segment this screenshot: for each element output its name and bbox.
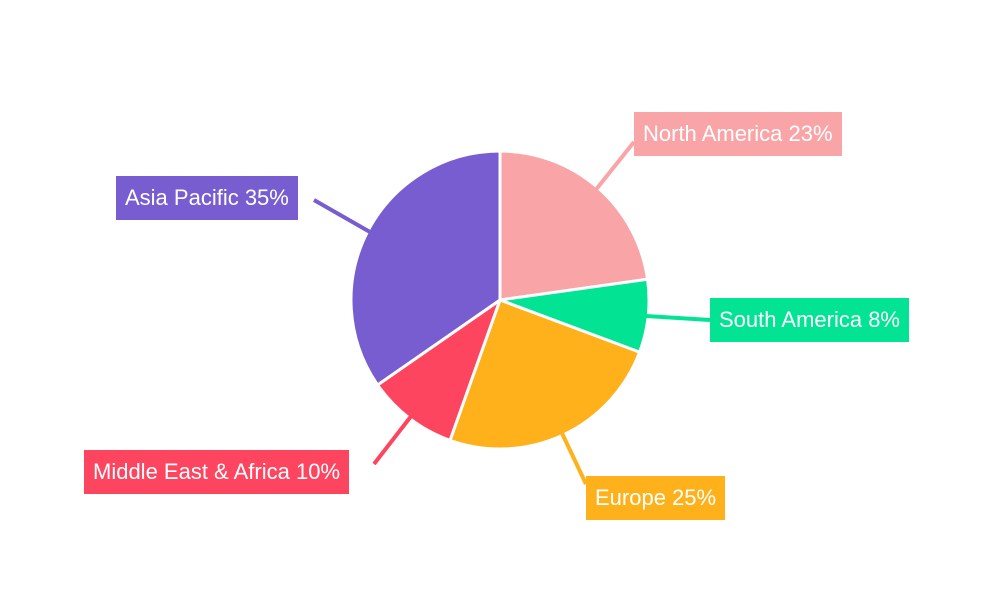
slice-label: Europe 25% — [586, 476, 726, 520]
leader-line — [313, 198, 371, 234]
slice-label: Middle East & Africa 10% — [84, 450, 350, 494]
leader-line — [560, 432, 588, 485]
slice-label: North America 23% — [634, 112, 842, 156]
slice-label: Asia Pacific 35% — [116, 176, 298, 220]
slice-label: South America 8% — [710, 298, 909, 342]
leader-line — [594, 140, 636, 191]
leader-line — [646, 313, 711, 322]
pie-slice-north-america[interactable] — [498, 149, 650, 302]
leader-line — [372, 415, 413, 466]
